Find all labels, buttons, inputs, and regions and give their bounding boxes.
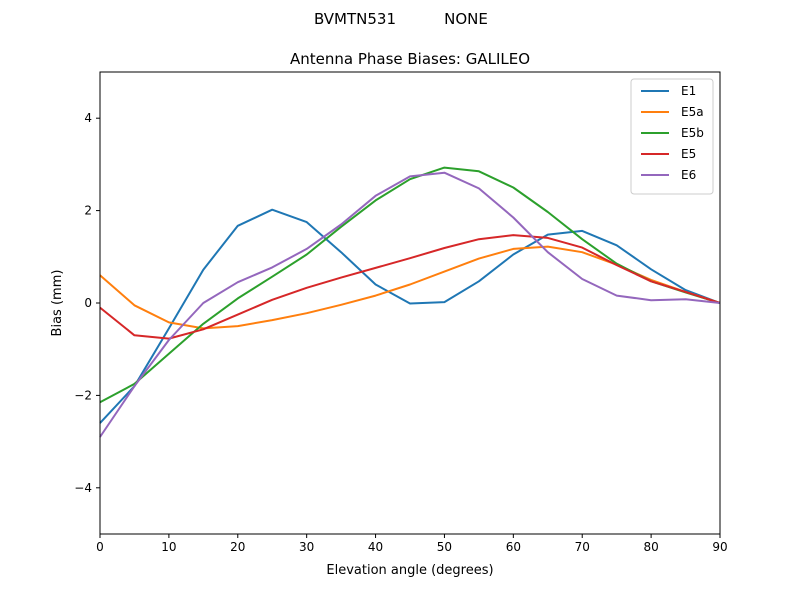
suptitle-antenna: NONE: [444, 10, 488, 28]
legend-label-e5b: E5b: [681, 126, 704, 140]
y-axis-label: Bias (mm): [50, 270, 65, 337]
x-tick-label: 80: [643, 540, 658, 554]
legend-label-e1: E1: [681, 84, 696, 98]
x-tick-label: 50: [437, 540, 452, 554]
legend-label-e5a: E5a: [681, 105, 704, 119]
series-line-e6: [99, 171, 721, 438]
x-tick-label: 60: [506, 540, 521, 554]
legend-label-e5: E5: [681, 147, 696, 161]
x-tick-label: 0: [96, 540, 104, 554]
series-line-e5b: [99, 166, 721, 404]
x-tick-label: 10: [161, 540, 176, 554]
x-tick-label: 30: [299, 540, 314, 554]
y-tick-label: −4: [74, 481, 92, 495]
legend-label-e6: E6: [681, 168, 696, 182]
legend-box: [630, 78, 714, 195]
y-tick-label: 0: [84, 296, 92, 310]
x-axis-label: Elevation angle (degrees): [326, 563, 493, 578]
y-tick-label: −2: [74, 388, 92, 402]
x-tick-label: 70: [575, 540, 590, 554]
legend: E1 E5a E5b E5 E6: [630, 78, 714, 195]
series-line-e1: [99, 208, 721, 424]
x-tick-label: 90: [712, 540, 727, 554]
y-tick-label: 2: [84, 204, 92, 218]
y-tick-label: 4: [84, 111, 92, 125]
suptitle-station: BVMTN531: [314, 10, 396, 28]
x-tick-label: 40: [368, 540, 383, 554]
chart-title: Antenna Phase Biases: GALILEO: [290, 50, 530, 68]
axes-layer: 0 10 20 30 40 50 60 70 80 90 −4 −2 0 2 4: [74, 71, 728, 554]
series-line-e5: [99, 234, 721, 340]
x-tick-label: 20: [230, 540, 245, 554]
series-layer: [99, 166, 721, 438]
